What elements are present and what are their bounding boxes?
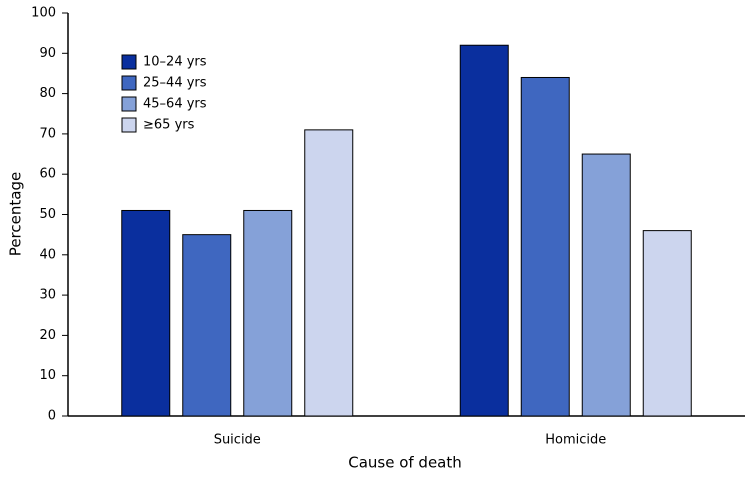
y-tick-label: 10 bbox=[39, 368, 56, 383]
legend-swatch bbox=[121, 117, 137, 133]
legend-swatch bbox=[121, 75, 137, 91]
y-tick-label: 40 bbox=[39, 247, 56, 262]
y-tick-label: 30 bbox=[39, 288, 56, 303]
legend-swatch bbox=[121, 96, 137, 112]
legend-label: ≥65 yrs bbox=[143, 118, 195, 133]
bar bbox=[581, 153, 631, 417]
legend-label: 25–44 yrs bbox=[143, 76, 207, 91]
x-tick-label: Suicide bbox=[214, 433, 261, 448]
y-tick-label: 100 bbox=[31, 6, 56, 21]
bar bbox=[121, 209, 171, 417]
bar bbox=[182, 234, 232, 417]
bar bbox=[642, 230, 692, 417]
y-tick-label: 80 bbox=[39, 86, 56, 101]
x-tick-label: Homicide bbox=[545, 433, 606, 448]
y-tick-label: 70 bbox=[39, 126, 56, 141]
x-axis-label: Cause of death bbox=[348, 454, 462, 472]
legend-swatch bbox=[121, 54, 137, 70]
bar bbox=[304, 129, 354, 417]
legend-label: 45–64 yrs bbox=[143, 97, 207, 112]
bar bbox=[459, 44, 509, 417]
y-axis-label: Percentage bbox=[7, 172, 25, 256]
y-tick-label: 0 bbox=[48, 409, 56, 424]
y-tick-label: 60 bbox=[39, 167, 56, 182]
y-tick-label: 20 bbox=[39, 328, 56, 343]
bar bbox=[243, 209, 293, 417]
y-tick-label: 50 bbox=[39, 207, 56, 222]
legend-label: 10–24 yrs bbox=[143, 55, 207, 70]
y-tick-label: 90 bbox=[39, 46, 56, 61]
bar bbox=[520, 76, 570, 417]
